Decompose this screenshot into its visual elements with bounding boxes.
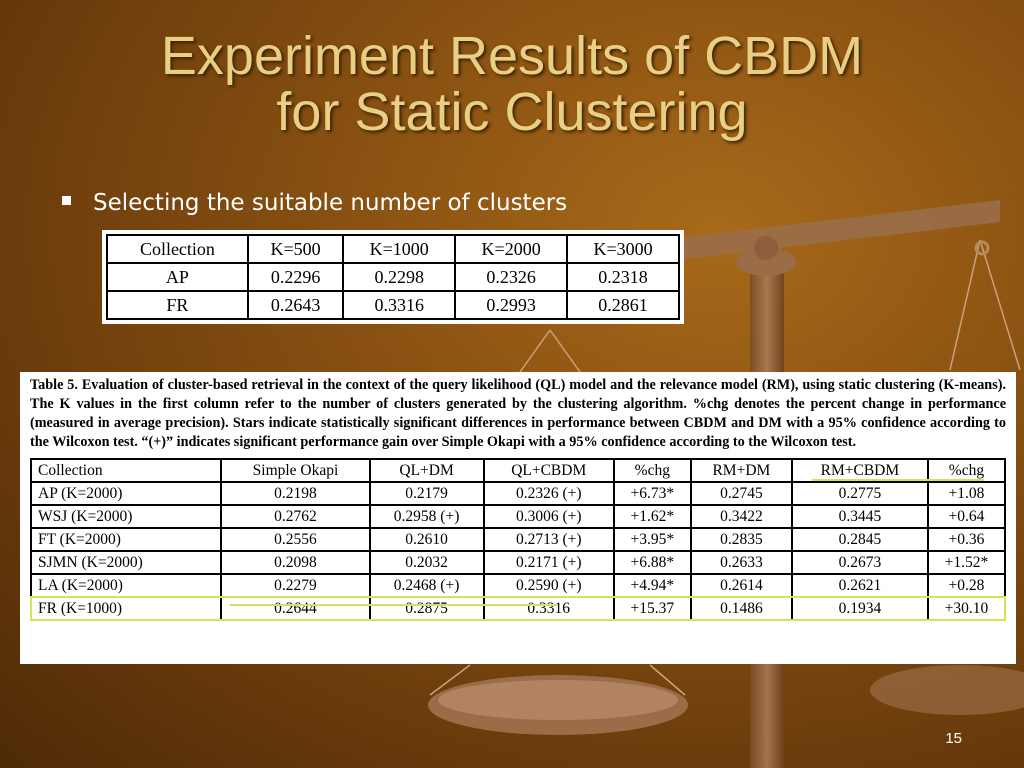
- table-header-cell: QL+DM: [368, 458, 485, 483]
- table-cell: 0.2326 (+): [482, 481, 615, 506]
- table-row: SJMN (K=2000) 0.2098 0.2032 0.2171 (+) +…: [29, 550, 1007, 575]
- table-row: LA (K=2000) 0.2279 0.2468 (+) 0.2590 (+)…: [29, 573, 1007, 598]
- table-cell: 0.2621: [790, 573, 929, 598]
- table-cell: +0.64: [926, 504, 1007, 529]
- table-cell: 0.3422: [689, 504, 793, 529]
- table-cell: 0.1486: [689, 596, 793, 621]
- table-cell: 0.2762: [220, 504, 371, 529]
- table-cell: 0.2958 (+): [368, 504, 485, 529]
- table-cell: 0.2032: [368, 550, 485, 575]
- bullet-square-icon: [62, 196, 71, 205]
- table-cell: +1.08: [926, 481, 1007, 506]
- table-cell: 0.3445: [790, 504, 929, 529]
- slide-title-line2: for Static Clustering: [276, 82, 748, 142]
- bullet-text: Selecting the suitable number of cluster…: [93, 190, 568, 216]
- table-cell: 0.2644: [220, 596, 371, 621]
- table-cell: +3.95*: [612, 527, 692, 552]
- table-cell: +1.52*: [926, 550, 1007, 575]
- table-cell: 0.2673: [790, 550, 929, 575]
- table-cell: 0.2198: [220, 481, 371, 506]
- table-caption: Table 5. Evaluation of cluster-based ret…: [30, 377, 1006, 450]
- table-cell: 0.2179: [368, 481, 485, 506]
- table-cell: 0.2775: [790, 481, 929, 506]
- table-cell: 0.2993: [454, 290, 569, 320]
- table-row: AP 0.2296 0.2298 0.2326 0.2318: [106, 262, 680, 292]
- table-cell: 0.2171 (+): [482, 550, 615, 575]
- table-cell: 0.2098: [220, 550, 371, 575]
- table-cell: 0.2643: [246, 290, 345, 320]
- table-cell: 0.1934: [790, 596, 929, 621]
- table-cell: 0.2875: [368, 596, 485, 621]
- table-cell: +0.28: [926, 573, 1007, 598]
- table-header-cell: %chg: [926, 458, 1007, 483]
- table-cell: 0.2326: [454, 262, 569, 292]
- table-cell: SJMN (K=2000): [29, 550, 223, 575]
- table-cell: FT (K=2000): [29, 527, 223, 552]
- table-cell: 0.2468 (+): [368, 573, 485, 598]
- table-header-row: Collection K=500 K=1000 K=2000 K=3000: [106, 234, 680, 264]
- table-header-row: Collection Simple Okapi QL+DM QL+CBDM %c…: [29, 458, 1007, 483]
- table-cell: FR (K=1000): [29, 596, 223, 621]
- table-header-cell: Simple Okapi: [220, 458, 371, 483]
- table-header-cell: QL+CBDM: [482, 458, 615, 483]
- slide-title: Experiment Results of CBDM for Static Cl…: [0, 28, 1024, 140]
- table-header-cell: RM+DM: [689, 458, 793, 483]
- table-header-cell: %chg: [612, 458, 692, 483]
- table-cell: 0.2861: [566, 290, 680, 320]
- table-cell: 0.2279: [220, 573, 371, 598]
- table-cell: 0.2296: [246, 262, 345, 292]
- cluster-retrieval-results-panel: Table 5. Evaluation of cluster-based ret…: [20, 372, 1016, 664]
- table-header-cell: Collection: [106, 234, 249, 264]
- table-cell: +1.62*: [612, 504, 692, 529]
- table-header-cell: Collection: [29, 458, 223, 483]
- table-cell: +6.73*: [612, 481, 692, 506]
- table-header-cell: K=500: [246, 234, 345, 264]
- table-row: FR 0.2643 0.3316 0.2993 0.2861: [106, 290, 680, 320]
- sjmn-row-underline-highlight: [230, 604, 558, 606]
- table-cell: +30.10: [926, 596, 1007, 621]
- caption-underline-highlight: [812, 479, 984, 481]
- table-row: AP (K=2000) 0.2198 0.2179 0.2326 (+) +6.…: [29, 481, 1007, 506]
- table-cell: 0.2590 (+): [482, 573, 615, 598]
- table-header-cell: K=3000: [566, 234, 680, 264]
- table-cell: AP (K=2000): [29, 481, 223, 506]
- table-cell: AP: [106, 262, 249, 292]
- table-row: WSJ (K=2000) 0.2762 0.2958 (+) 0.3006 (+…: [29, 504, 1007, 529]
- table-cell: WSJ (K=2000): [29, 504, 223, 529]
- table-row: FT (K=2000) 0.2556 0.2610 0.2713 (+) +3.…: [29, 527, 1007, 552]
- table-cell: +6.88*: [612, 550, 692, 575]
- table-cell: +15.37: [612, 596, 692, 621]
- table-cell: 0.2610: [368, 527, 485, 552]
- table-header-cell: RM+CBDM: [790, 458, 929, 483]
- table-cell: 0.2556: [220, 527, 371, 552]
- table-cell: 0.2318: [566, 262, 680, 292]
- table-cell: 0.2845: [790, 527, 929, 552]
- table-cell: 0.2713 (+): [482, 527, 615, 552]
- table-cell: 0.2633: [689, 550, 793, 575]
- cluster-count-table: Collection K=500 K=1000 K=2000 K=3000 AP…: [102, 230, 684, 324]
- cluster-count-table-grid: Collection K=500 K=1000 K=2000 K=3000 AP…: [106, 234, 680, 320]
- bullet-item: Selecting the suitable number of cluster…: [62, 190, 567, 216]
- table-header-cell: K=2000: [454, 234, 569, 264]
- table-cell: 0.2835: [689, 527, 793, 552]
- table-cell: 0.3316: [482, 596, 615, 621]
- table-cell: FR: [106, 290, 249, 320]
- table-row-highlighted: FR (K=1000) 0.2644 0.2875 0.3316 +15.37 …: [29, 596, 1007, 621]
- table-cell: 0.2298: [342, 262, 457, 292]
- page-number: 15: [945, 730, 962, 747]
- table-cell: 0.2614: [689, 573, 793, 598]
- table-header-cell: K=1000: [342, 234, 457, 264]
- slide-title-line1: Experiment Results of CBDM: [160, 26, 864, 86]
- table-cell: 0.3006 (+): [482, 504, 615, 529]
- table-cell: +4.94*: [612, 573, 692, 598]
- table-cell: 0.3316: [342, 290, 457, 320]
- table-cell: 0.2745: [689, 481, 793, 506]
- table-cell: +0.36: [926, 527, 1007, 552]
- cluster-retrieval-results-table: Collection Simple Okapi QL+DM QL+CBDM %c…: [29, 458, 1007, 621]
- table-cell: LA (K=2000): [29, 573, 223, 598]
